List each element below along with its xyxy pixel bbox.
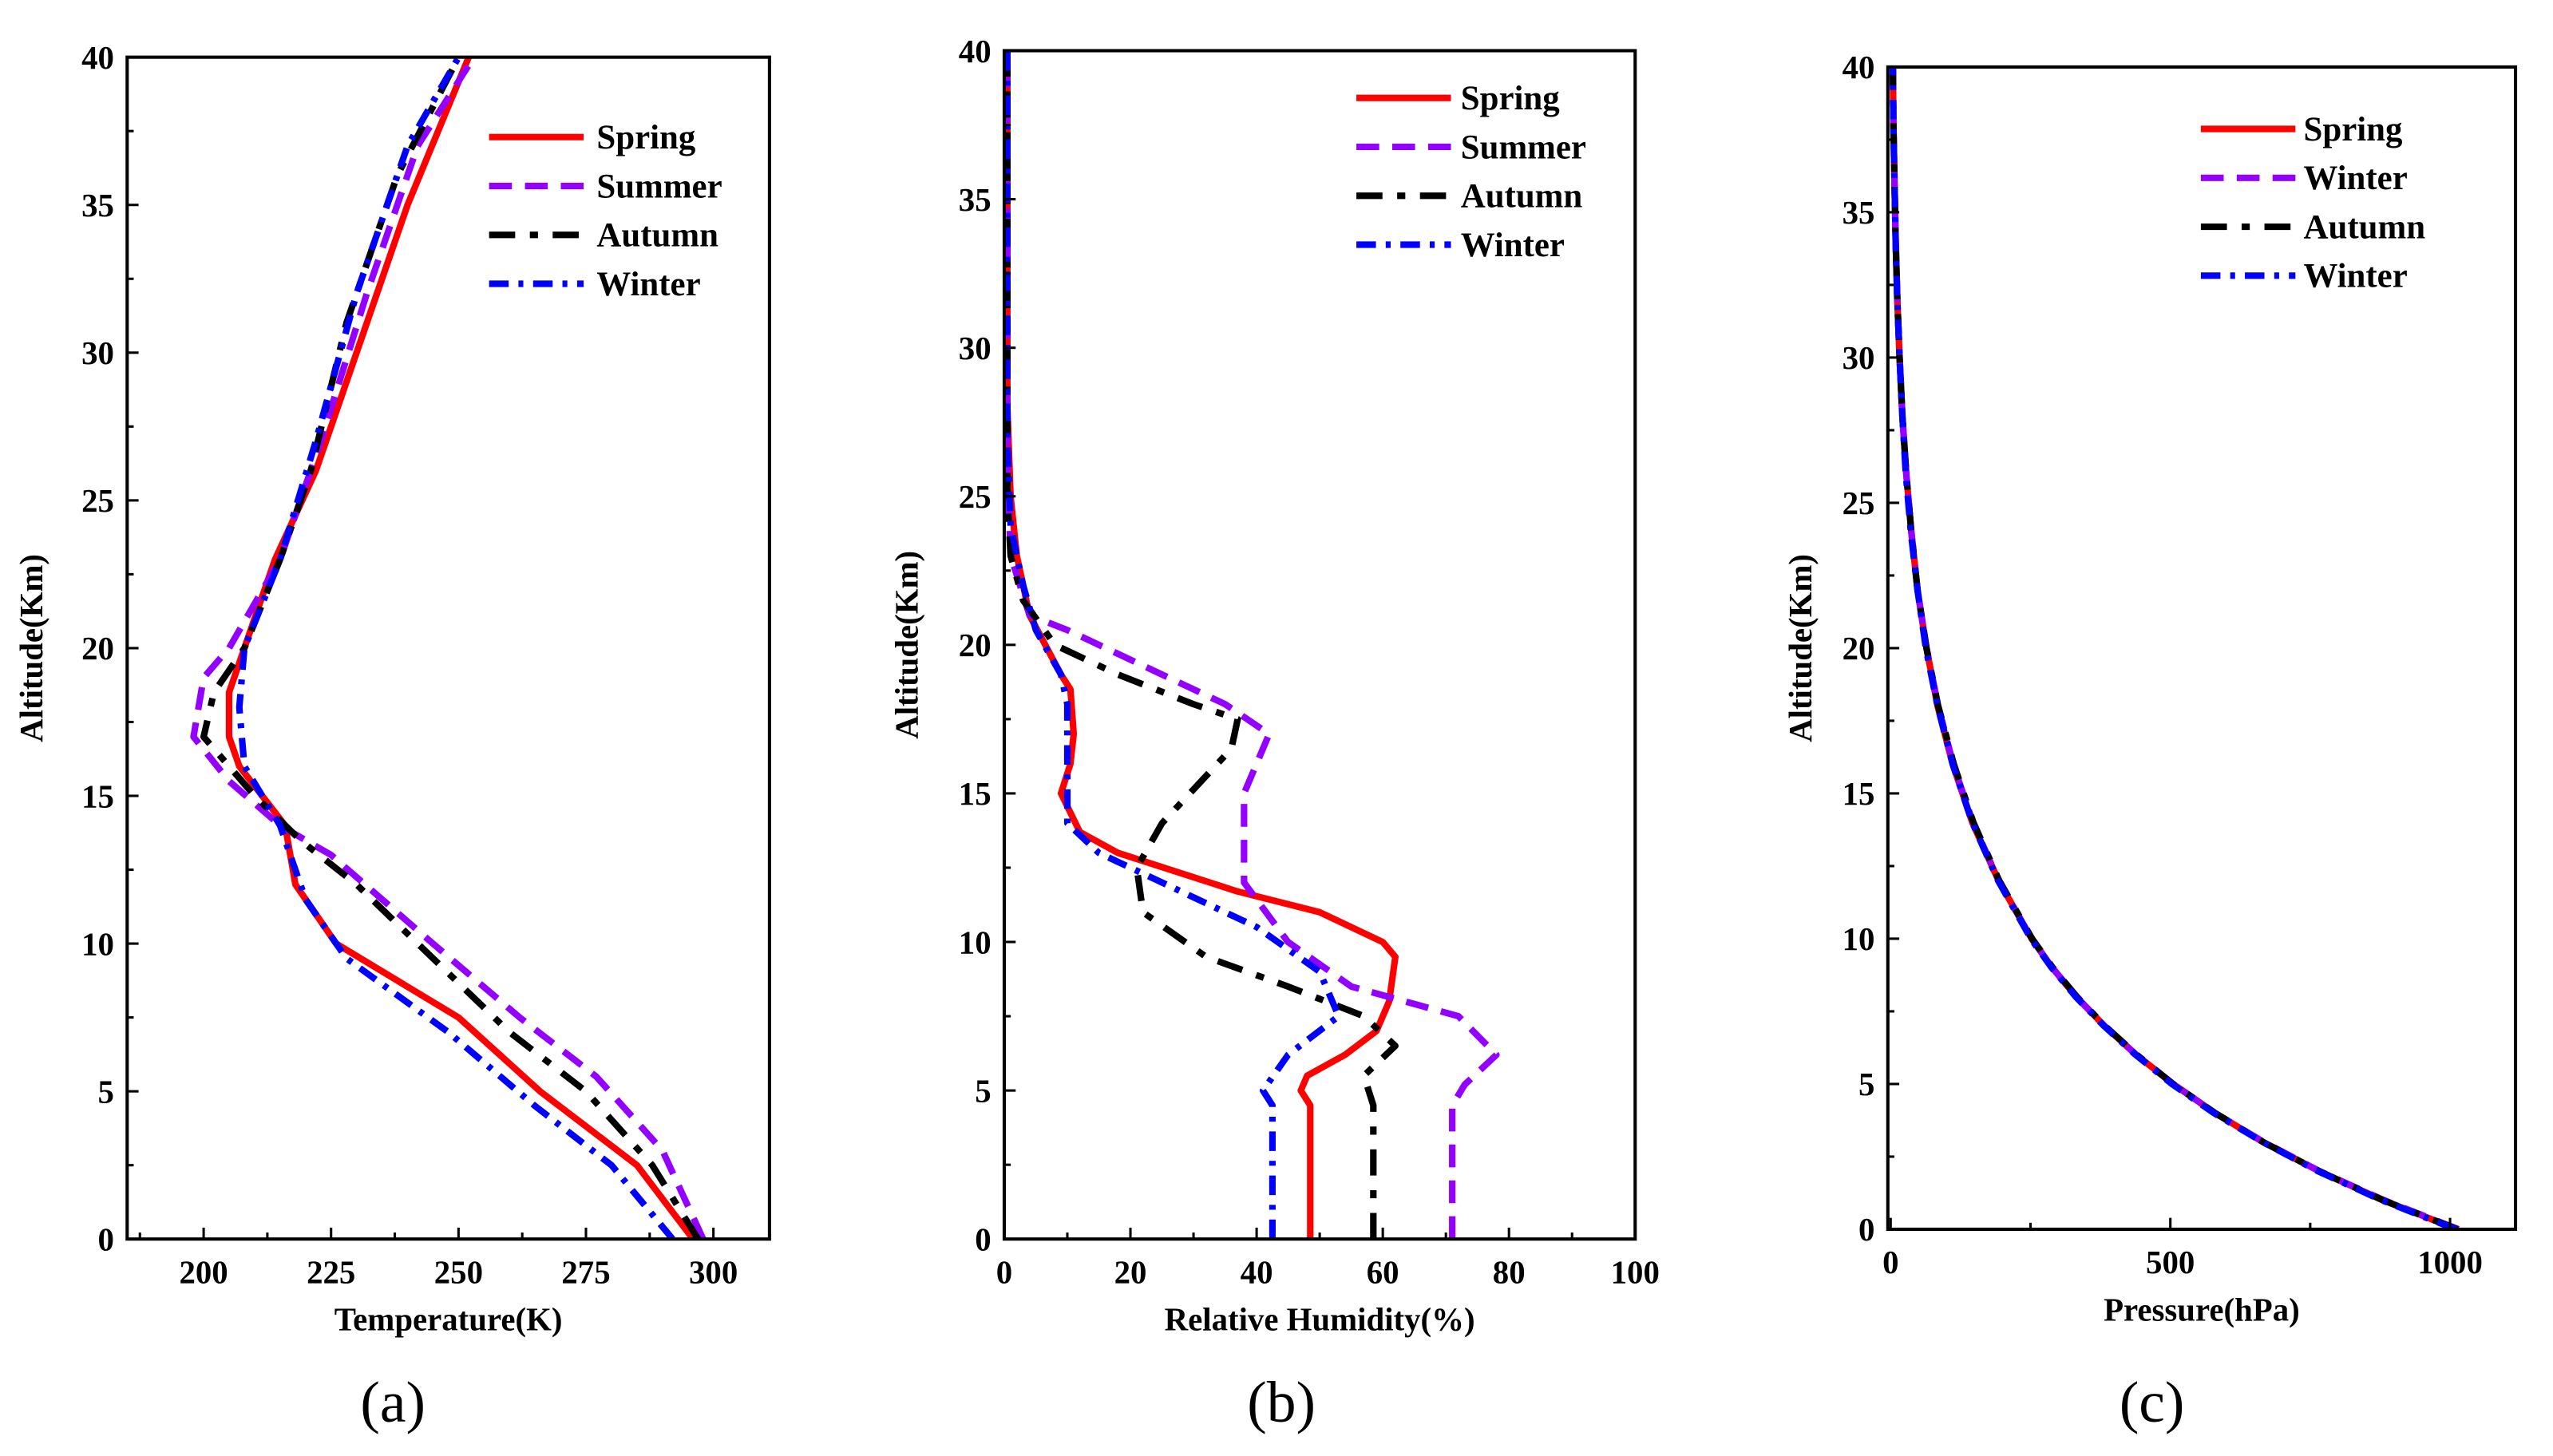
panel-label: (a) [360,1369,426,1434]
x-tick-label: 40 [1241,1254,1273,1290]
series-line-spring [1003,50,1399,1240]
series-line-winter [1890,66,2460,1229]
x-axis-title: Temperature(K) [334,1302,563,1338]
chart-panel-a: 0 5 10 15 20 25 30 35 40 200 225 250 275 300 Temperatu… [14,40,771,1434]
y-tick-label: 15 [1843,776,1875,812]
legend: Spring Summer Autumn Winter [489,119,722,303]
y-tick-label: 35 [959,182,992,218]
legend-label: Winter [596,266,700,303]
series-line-autumn [1003,50,1399,1240]
series-line-summer [1003,50,1500,1240]
x-tick-label: 60 [1367,1254,1399,1290]
y-tick-label: 20 [81,631,114,667]
y-tick-label: 0 [975,1222,991,1258]
y-tick-label: 40 [1843,49,1875,85]
y-tick-label: 10 [81,926,114,962]
legend-label: Spring [1461,80,1560,117]
y-tick-label: 40 [81,40,114,76]
legend-label: Autumn [1461,178,1583,216]
x-tick-label: 80 [1493,1254,1526,1290]
series-line-summer [190,55,707,1240]
y-axis-title: Altitude(Km) [1783,554,1819,742]
legend-label: Autumn [2304,208,2426,246]
x-tick-label: 225 [307,1254,355,1290]
y-axis-title: Altitude(Km) [14,554,49,742]
x-tick-label: 1000 [2417,1244,2483,1280]
y-tick-label: 5 [98,1074,114,1110]
legend-label: Winter [1461,227,1565,264]
x-tick-label: 0 [996,1254,1012,1290]
y-tick-label: 30 [959,330,992,366]
legend-label: Summer [596,168,722,205]
panel-label: (b) [1247,1369,1316,1434]
y-tick-label: 25 [1843,485,1875,521]
y-tick-label: 20 [1843,631,1875,667]
legend-label: Winter [2304,160,2408,197]
x-axis-title: Pressure(hPa) [2104,1292,2300,1327]
y-tick-label: 10 [959,924,992,960]
legend-label: Winter [2304,258,2408,295]
x-axis-title: Relative Humidity(%) [1165,1302,1475,1338]
chart-panel-c: 0 5 10 15 20 25 30 35 40 0 500 1000 Pressure(hPa) Alt… [1783,49,2518,1434]
y-tick-label: 0 [98,1222,114,1258]
y-tick-label: 30 [1843,340,1875,376]
y-tick-label: 40 [959,34,992,69]
x-tick-label: 20 [1114,1254,1147,1290]
y-tick-label: 15 [959,776,992,812]
y-tick-label: 5 [975,1073,991,1109]
panel-label: (c) [2120,1369,2185,1434]
legend: Spring Summer Autumn Winter [1356,80,1586,264]
y-tick-label: 20 [959,627,992,663]
x-tick-label: 100 [1611,1254,1660,1290]
y-tick-label: 25 [81,483,114,519]
y-tick-label: 15 [81,778,114,814]
x-tick-label: 300 [689,1254,738,1290]
legend-label: Spring [596,119,695,156]
x-tick-label: 275 [561,1254,610,1290]
series-line-autumn [200,55,701,1240]
series-line-winter [1003,50,1342,1240]
y-tick-label: 35 [1843,195,1875,231]
chart-panel-b: 0 5 10 15 20 25 30 35 40 0 20 40 60 80 100 Relative Hum… [889,34,1660,1434]
y-tick-label: 5 [1858,1066,1874,1102]
y-tick-label: 10 [1843,921,1875,957]
series-line-winter [1890,66,2457,1229]
legend: Spring Winter Autumn Winter [2200,111,2426,295]
x-tick-label: 0 [1882,1244,1898,1280]
x-tick-label: 200 [179,1254,228,1290]
legend-label: Spring [2304,111,2403,148]
y-tick-label: 35 [81,188,114,224]
legend-label: Autumn [596,217,718,255]
y-axis-title: Altitude(Km) [889,551,925,739]
x-tick-label: 250 [434,1254,483,1290]
x-tick-label: 500 [2146,1244,2195,1280]
series-line-winter [236,55,675,1240]
y-tick-label: 0 [1858,1212,1874,1248]
y-tick-label: 30 [81,335,114,371]
y-tick-label: 25 [959,479,992,515]
legend-label: Summer [1461,129,1586,166]
series-line-spring [225,56,696,1240]
